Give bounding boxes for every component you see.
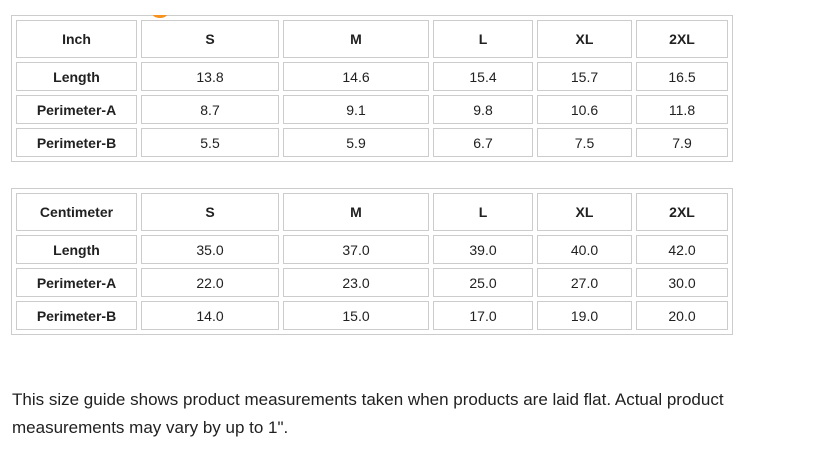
table-row-length: Length 35.0 37.0 39.0 40.0 42.0 [16, 235, 728, 264]
value-cell: 6.7 [433, 128, 533, 157]
unit-header-cell: Centimeter [16, 193, 137, 231]
value-cell: 9.8 [433, 95, 533, 124]
row-label: Length [16, 235, 137, 264]
note-line-2: measurements may vary by up to 1". [12, 418, 289, 437]
table-row-perimeter-a: Perimeter-A 22.0 23.0 25.0 27.0 30.0 [16, 268, 728, 297]
value-cell: 35.0 [141, 235, 279, 264]
row-label: Perimeter-B [16, 301, 137, 330]
value-cell: 20.0 [636, 301, 728, 330]
table-header-row: Inch S M L XL 2XL [16, 20, 728, 58]
value-cell: 39.0 [433, 235, 533, 264]
size-header-l: L [433, 193, 533, 231]
value-cell: 14.0 [141, 301, 279, 330]
heading-glyph: g [150, 15, 171, 19]
size-header-2xl: 2XL [636, 193, 728, 231]
value-cell: 30.0 [636, 268, 728, 297]
size-header-2xl: 2XL [636, 20, 728, 58]
table-row-perimeter-b: Perimeter-B 5.5 5.9 6.7 7.5 7.9 [16, 128, 728, 157]
value-cell: 27.0 [537, 268, 632, 297]
table-row-perimeter-b: Perimeter-B 14.0 15.0 17.0 19.0 20.0 [16, 301, 728, 330]
value-cell: 10.6 [537, 95, 632, 124]
size-header-xl: XL [537, 20, 632, 58]
value-cell: 7.9 [636, 128, 728, 157]
row-label: Perimeter-A [16, 95, 137, 124]
row-label: Perimeter-B [16, 128, 137, 157]
value-cell: 16.5 [636, 62, 728, 91]
value-cell: 7.5 [537, 128, 632, 157]
value-cell: 42.0 [636, 235, 728, 264]
table-row-length: Length 13.8 14.6 15.4 15.7 16.5 [16, 62, 728, 91]
value-cell: 40.0 [537, 235, 632, 264]
value-cell: 5.5 [141, 128, 279, 157]
value-cell: 13.8 [141, 62, 279, 91]
note-line-1: This size guide shows product measuremen… [12, 390, 724, 409]
value-cell: 5.9 [283, 128, 429, 157]
size-header-s: S [141, 193, 279, 231]
value-cell: 14.6 [283, 62, 429, 91]
table-row-perimeter-a: Perimeter-A 8.7 9.1 9.8 10.6 11.8 [16, 95, 728, 124]
value-cell: 15.4 [433, 62, 533, 91]
value-cell: 8.7 [141, 95, 279, 124]
unit-header-cell: Inch [16, 20, 137, 58]
size-header-s: S [141, 20, 279, 58]
value-cell: 19.0 [537, 301, 632, 330]
value-cell: 15.0 [283, 301, 429, 330]
size-header-m: M [283, 193, 429, 231]
value-cell: 9.1 [283, 95, 429, 124]
size-header-m: M [283, 20, 429, 58]
value-cell: 25.0 [433, 268, 533, 297]
value-cell: 17.0 [433, 301, 533, 330]
size-header-l: L [433, 20, 533, 58]
size-table-inch: Inch S M L XL 2XL Length 13.8 14.6 15.4 … [11, 15, 733, 162]
row-label: Length [16, 62, 137, 91]
size-table-centimeter: Centimeter S M L XL 2XL Length 35.0 37.0… [11, 188, 733, 335]
row-label: Perimeter-A [16, 268, 137, 297]
size-guide-note: This size guide shows product measuremen… [12, 386, 824, 442]
table-header-row: Centimeter S M L XL 2XL [16, 193, 728, 231]
clipped-heading-fragment: g [148, 15, 178, 23]
value-cell: 37.0 [283, 235, 429, 264]
value-cell: 15.7 [537, 62, 632, 91]
size-header-xl: XL [537, 193, 632, 231]
value-cell: 22.0 [141, 268, 279, 297]
value-cell: 23.0 [283, 268, 429, 297]
value-cell: 11.8 [636, 95, 728, 124]
